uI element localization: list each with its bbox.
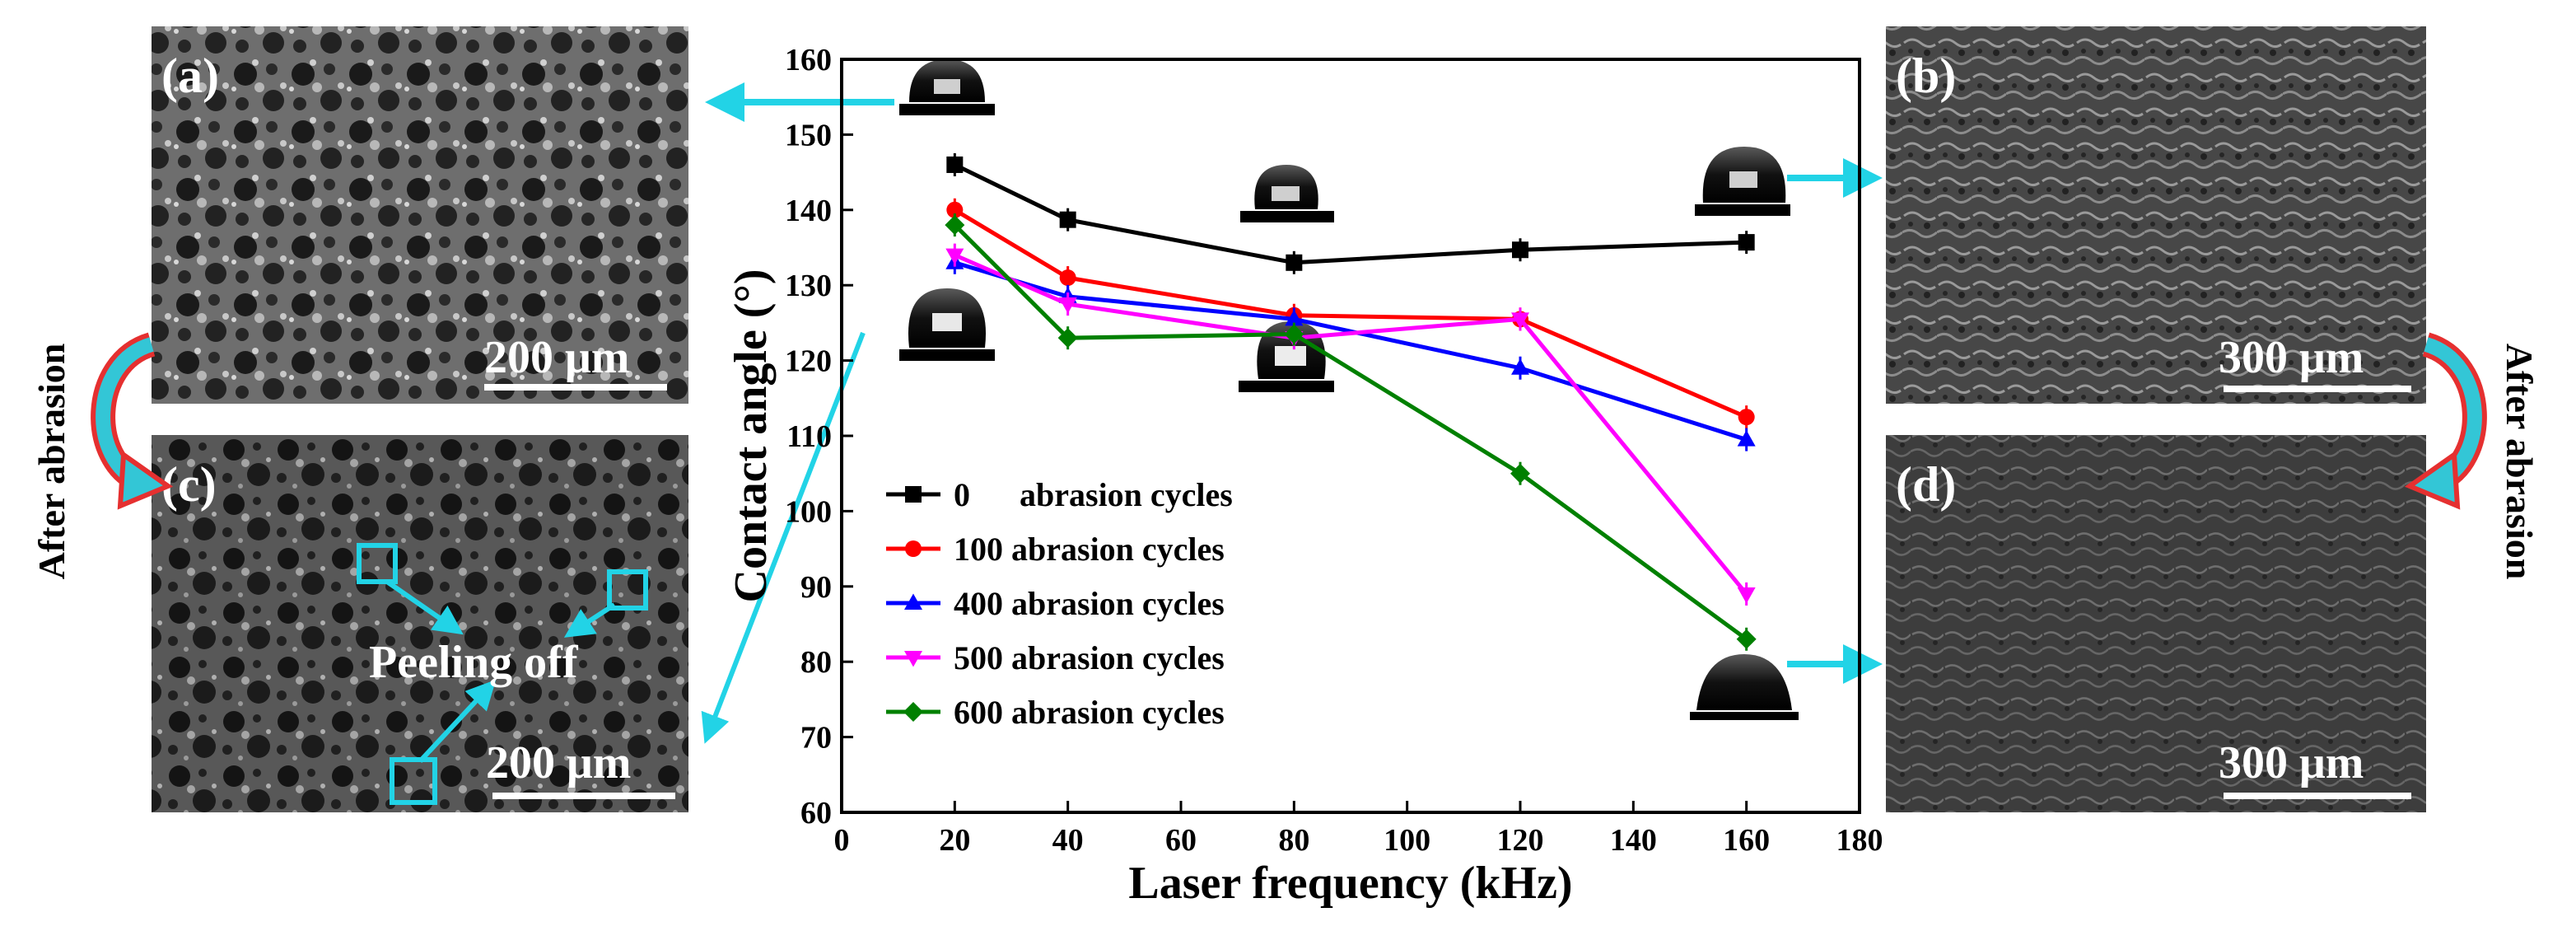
y-tick-label: 60: [800, 796, 832, 830]
panel-a: (a) 200 μm: [152, 26, 688, 404]
y-tick-label: 110: [786, 419, 832, 454]
legend-label: 600 abrasion cycles: [954, 694, 1225, 731]
peel-arrow-2: [563, 602, 616, 638]
panel-a-label: (a): [161, 49, 219, 103]
peel-arrow-3: [418, 679, 497, 764]
legend-marker: [904, 593, 922, 610]
droplet-icon-160-600: [1690, 654, 1799, 720]
data-point: [1284, 324, 1304, 344]
x-tick-label: 60: [1165, 823, 1197, 858]
legend-label: 0 abrasion cycles: [954, 476, 1233, 513]
peel-box-1: [357, 543, 398, 584]
droplet-icon-160-0: [1695, 147, 1790, 216]
peel-arrow-1: [385, 579, 464, 635]
data-point: [1512, 241, 1528, 259]
data-point: [1511, 358, 1529, 375]
droplet-icon-80-0: [1240, 165, 1334, 222]
panel-b: (b) 300 μm: [1886, 26, 2426, 404]
x-tick-label: 180: [1836, 823, 1883, 858]
legend-label: 100 abrasion cycles: [954, 531, 1225, 568]
y-tick-label: 130: [785, 269, 832, 303]
data-point: [1511, 312, 1529, 329]
x-tick-label: 140: [1610, 823, 1657, 858]
legend-marker: [905, 486, 922, 503]
legend: 0 abrasion cycles 100 abrasion cycles 400 …: [886, 476, 1233, 731]
y-tick-label: 90: [800, 570, 832, 605]
data-point: [1058, 297, 1077, 314]
x-tick-label: 0: [834, 823, 850, 858]
left-curved-arrow: [91, 332, 174, 510]
x-tick-label: 80: [1278, 823, 1309, 858]
data-point: [946, 201, 964, 218]
peeling-off-annotation: Peeling off: [369, 637, 579, 688]
panel-d: (d) 300 μm: [1886, 435, 2426, 812]
peel-box-3: [390, 757, 437, 805]
y-tick-label: 70: [800, 721, 832, 756]
y-axis-title: Contact angle (°): [726, 269, 777, 603]
series-line-1: [954, 208, 1748, 419]
panel-d-label: (d): [1896, 457, 1956, 512]
panel-d-scale-text: 300 μm: [2219, 737, 2364, 788]
legend-marker: [903, 702, 923, 722]
y-tick-label: 100: [785, 494, 832, 529]
data-point: [1286, 254, 1303, 271]
data-point: [1057, 328, 1078, 349]
y-tick-label: 160: [785, 43, 832, 77]
panel-b-scale-text: 300 μm: [2219, 332, 2364, 383]
data-point: [1736, 629, 1757, 649]
panel-c: (c) Peeling off 200 μm: [152, 435, 688, 812]
panel-c-label: (c): [161, 457, 217, 512]
legend-marker: [905, 540, 922, 557]
data-point: [1285, 309, 1304, 326]
x-axis-title: Laser frequency (kHz): [1128, 858, 1572, 909]
data-point: [1738, 234, 1755, 251]
panel-c-scale-text: 200 μm: [486, 737, 631, 788]
data-point: [945, 248, 964, 265]
x-tick-label: 100: [1384, 823, 1430, 858]
x-tick-label: 20: [939, 823, 970, 858]
x-tick-label: 40: [1052, 823, 1084, 858]
legend-marker: [904, 651, 922, 667]
peel-box-2: [607, 569, 648, 611]
x-tick-label: 160: [1723, 823, 1770, 858]
right-curved-arrow: [2404, 332, 2487, 510]
panel-a-scale-text: 200 μm: [484, 332, 629, 383]
panel-b-label: (b): [1896, 49, 1956, 103]
axis-ticks: 0 20 40 60 80 100 120 140 160 180 60 70 80 90 100 110 12…: [785, 43, 1883, 858]
series-layer: [945, 152, 1757, 651]
data-point: [1510, 463, 1530, 484]
legend-label: 500 abrasion cycles: [954, 639, 1225, 676]
droplet-icon-20-0: [899, 59, 995, 115]
right-after-abrasion-label: After abrasion: [2499, 344, 2541, 580]
y-tick-label: 140: [785, 194, 832, 228]
x-tick-label: 120: [1497, 823, 1544, 858]
y-tick-label: 80: [800, 645, 832, 680]
series-line-4: [953, 223, 1748, 641]
data-point: [1737, 587, 1756, 604]
data-point: [1059, 269, 1076, 287]
droplet-icon-20-600: [899, 288, 995, 361]
y-tick-label: 150: [785, 118, 832, 152]
contact-angle-chart: 0 20 40 60 80 100 120 140 160 180 60 70 80 90 100 110 12…: [726, 43, 1883, 909]
data-point: [946, 156, 964, 173]
arrow-to-panel-c: [701, 331, 866, 744]
y-tick-label: 120: [785, 344, 832, 379]
data-point: [945, 215, 965, 236]
data-point: [1737, 430, 1756, 447]
data-point: [1738, 409, 1755, 426]
series-line-2: [954, 260, 1748, 442]
legend-label: 400 abrasion cycles: [954, 585, 1225, 622]
left-after-abrasion-label: After abrasion: [30, 344, 72, 580]
data-point: [1059, 211, 1076, 228]
